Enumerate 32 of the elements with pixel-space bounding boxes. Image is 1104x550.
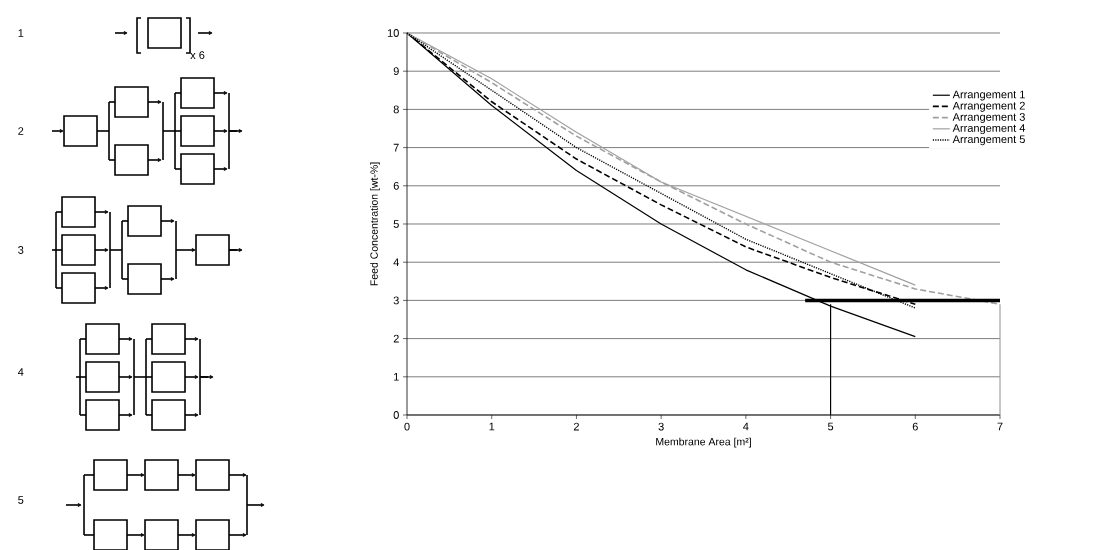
legend-label: Arrangement 2 [952,101,1025,112]
legend-label: Arrangement 3 [952,113,1025,123]
x-tick-label: 3 [658,422,664,431]
y-tick-label: 2 [393,334,399,343]
y-axis-title: Feed Concentration [wt-%] [370,162,380,286]
y-tick-label: 8 [393,105,399,114]
text: 5 [18,496,24,504]
text: x 6 [190,51,205,59]
y-tick-label: 10 [387,29,399,37]
y-tick-label: 6 [393,181,399,190]
legend-label: Arrangement 4 [952,124,1026,135]
text: 3 [18,246,24,254]
legend-label: Arrangement 1 [952,90,1025,101]
x-tick-label: 0 [404,422,410,431]
text: 2 [18,127,24,135]
text: 1 [18,29,24,37]
y-tick-label: 5 [393,220,399,228]
y-tick-label: 1 [394,373,399,381]
x-tick-label: 4 [743,422,749,431]
legend-label: Arrangement 5 [952,135,1025,146]
text: 4 [17,368,24,376]
y-tick-label: 0 [393,411,399,419]
x-axis-title: Membrane Area [m²] [656,437,751,448]
y-tick-label: 7 [393,143,399,152]
y-tick-label: 4 [393,258,399,266]
x-tick-label: 1 [489,422,495,431]
x-tick-label: 7 [997,422,1003,431]
x-tick-label: 5 [827,422,834,431]
x-tick-label: 6 [912,422,918,431]
x-tick-label: 2 [573,422,579,431]
y-tick-label: 9 [393,67,399,76]
y-tick-label: 3 [393,296,399,305]
